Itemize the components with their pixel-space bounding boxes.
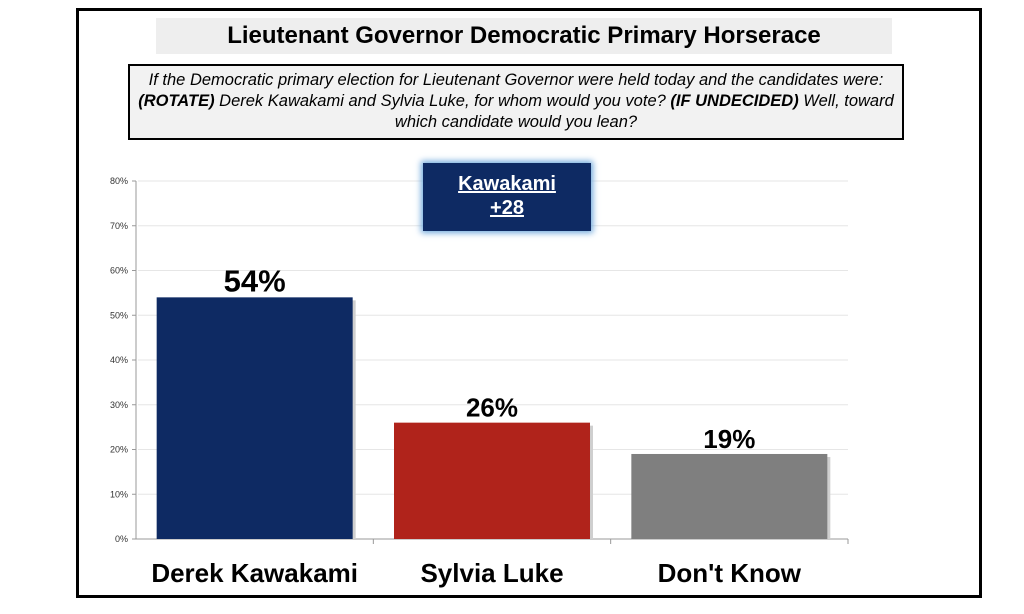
bar (156, 297, 353, 539)
bar (631, 453, 828, 539)
y-tick-label: 50% (110, 310, 128, 320)
y-tick-label: 80% (110, 176, 128, 186)
y-tick-label: 60% (110, 266, 128, 276)
y-tick-label: 20% (110, 445, 128, 455)
survey-question: If the Democratic primary election for L… (128, 64, 904, 140)
y-tick-label: 30% (110, 400, 128, 410)
y-tick-label: 70% (110, 221, 128, 231)
bar-value-label: 19% (703, 424, 755, 454)
y-tick-label: 0% (115, 534, 128, 544)
question-text-2: Derek Kawakami and Sylvia Luke, for whom… (214, 92, 671, 110)
question-rotate-note: (ROTATE) (138, 92, 215, 110)
lead-margin: +28 (490, 197, 524, 219)
bar-value-label: 54% (224, 263, 286, 298)
chart-title: Lieutenant Governor Democratic Primary H… (156, 18, 892, 54)
x-category-label: Sylvia Luke (420, 558, 563, 588)
lead-candidate: Kawakami (458, 173, 556, 195)
lead-margin-box: Kawakami +28 (423, 163, 591, 231)
y-tick-label: 10% (110, 489, 128, 499)
question-text-1: If the Democratic primary election for L… (148, 71, 884, 89)
question-undecided-note: (IF UNDECIDED) (670, 92, 799, 110)
x-category-label: Don't Know (658, 558, 802, 588)
bar-value-label: 26% (466, 393, 518, 423)
question-text-3: Well, toward which candidate would you l… (394, 92, 894, 131)
y-tick-label: 40% (110, 355, 128, 365)
x-category-label: Derek Kawakami (151, 558, 358, 588)
bar (394, 422, 590, 539)
